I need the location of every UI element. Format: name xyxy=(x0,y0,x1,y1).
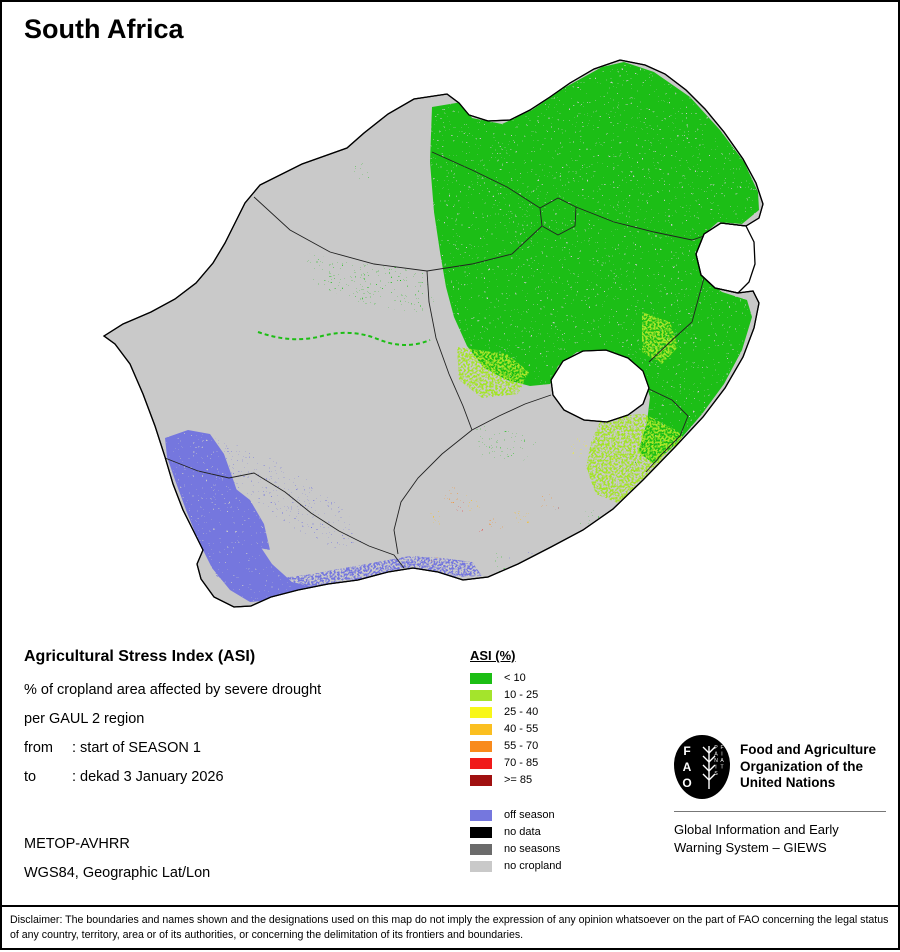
fao-motto: FIAT PANIS xyxy=(713,745,725,778)
legend-label: 55 - 70 xyxy=(504,740,539,752)
asi-data-overlay xyxy=(164,62,759,602)
asi-subtitle-1: % of cropland area affected by severe dr… xyxy=(24,682,322,698)
to-label: to xyxy=(24,769,37,785)
legend-title: ASI (%) xyxy=(470,648,516,663)
fao-org-name: Food and Agriculture Organization of the… xyxy=(740,741,876,791)
legend-label: off season xyxy=(504,809,555,821)
fao-block: FAO FIAT PANIS Food and Agriculture Orga… xyxy=(674,735,886,856)
period-to: to : dekad 3 January 2026 xyxy=(24,769,321,785)
swatch-40-55 xyxy=(470,723,492,735)
swatch-lt10 xyxy=(470,672,492,684)
legend-label: < 10 xyxy=(504,672,526,684)
province-boundaries xyxy=(164,151,705,569)
disclaimer-divider xyxy=(2,905,898,907)
legend-row: 10 - 25 xyxy=(470,689,562,701)
legend-label: no seasons xyxy=(504,843,561,855)
swatch-55-70 xyxy=(470,740,492,752)
asi-subtitle-2: per GAUL 2 region xyxy=(24,711,145,727)
swatch-ge85 xyxy=(470,774,492,786)
legend-row: no cropland xyxy=(470,860,562,872)
legend-label: 25 - 40 xyxy=(504,706,539,718)
giews-label: Global Information and Early Warning Sys… xyxy=(674,822,839,855)
swatch-no-cropland xyxy=(470,860,492,872)
swatch-70-85 xyxy=(470,757,492,769)
legend-row: no data xyxy=(470,826,562,838)
legend-label: 70 - 85 xyxy=(504,757,539,769)
to-value: : dekad 3 January 2026 xyxy=(72,769,224,785)
legend-row: 55 - 70 xyxy=(470,740,562,752)
legend-label: no data xyxy=(504,826,541,838)
map-meta-block: METOP-AVHRR WGS84, Geographic Lat/Lon xyxy=(24,836,210,894)
from-label: from xyxy=(24,740,53,756)
orange-river-cropland xyxy=(257,331,431,346)
legend-row: no seasons xyxy=(470,843,562,855)
fao-divider xyxy=(674,811,886,812)
legend-label: 40 - 55 xyxy=(504,723,539,735)
fao-logo-icon: FAO FIAT PANIS xyxy=(674,735,730,799)
swatch-off-season xyxy=(470,809,492,821)
legend-row: 25 - 40 xyxy=(470,706,562,718)
legend-row: off season xyxy=(470,809,562,821)
swatch-25-40 xyxy=(470,706,492,718)
fao-logo-letters: FAO xyxy=(680,744,694,792)
swatch-no-seasons xyxy=(470,843,492,855)
legend-row: 70 - 85 xyxy=(470,757,562,769)
period-from: from : start of SEASON 1 xyxy=(24,740,321,756)
eswatini-border xyxy=(695,222,756,294)
asi-heading: Agricultural Stress Index (ASI) xyxy=(24,648,256,665)
map-description-block: Agricultural Stress Index (ASI) % of cro… xyxy=(24,648,321,798)
projection: WGS84, Geographic Lat/Lon xyxy=(24,865,211,881)
swatch-10-25 xyxy=(470,689,492,701)
legend-gap xyxy=(470,791,562,809)
legend-label: no cropland xyxy=(504,860,562,872)
legend-label: >= 85 xyxy=(504,774,533,786)
page-title: South Africa xyxy=(24,14,184,44)
swatch-no-data xyxy=(470,826,492,838)
from-value: : start of SEASON 1 xyxy=(72,740,201,756)
legend-label: 10 - 25 xyxy=(504,689,539,701)
legend-row: < 10 xyxy=(470,672,562,684)
legend-row: >= 85 xyxy=(470,774,562,786)
legend-row: 40 - 55 xyxy=(470,723,562,735)
legend: ASI (%) < 10 10 - 25 25 - 40 40 - 55 55 … xyxy=(470,648,562,877)
wheat-icon xyxy=(702,746,716,789)
national-border xyxy=(102,59,764,608)
sensor: METOP-AVHRR xyxy=(24,836,130,852)
disclaimer-text: Disclaimer: The boundaries and names sho… xyxy=(10,914,889,941)
